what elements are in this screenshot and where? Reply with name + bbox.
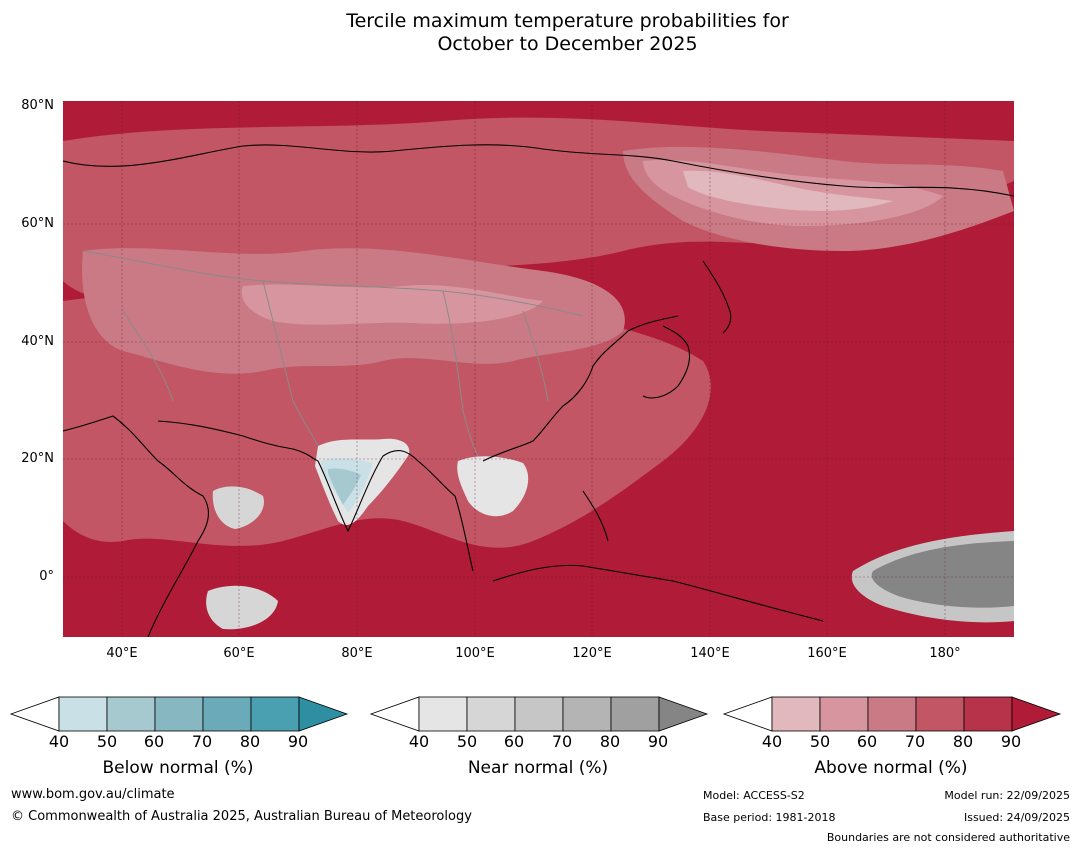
colorbar-swatch [771,696,821,732]
lat-label-60n: 60°N [21,216,54,231]
colorbar-swatch [466,696,516,732]
zone-below-india-core [328,468,361,505]
colorbar-swatch [514,696,564,732]
zone-near-pacific [871,541,1014,608]
lon-label-40e: 40°E [106,646,138,661]
below-tick-40: 40 [48,732,70,751]
above-tick-60: 60 [856,732,878,751]
near-normal-label: Near normal (%) [467,758,609,778]
below-tick-70: 70 [191,732,213,751]
model-text: Model: ACCESS-S2 [703,789,805,802]
above-normal-label: Above normal (%) [814,758,968,778]
zone-near-indian-ocean [206,585,278,630]
near-tick-90: 90 [647,732,669,751]
colorbar-swatch [562,696,612,732]
colorbar-below-swatches [10,696,349,732]
lat-label-0: 0° [39,569,54,584]
near-tick-80: 80 [599,732,621,751]
below-tick-80: 80 [239,732,261,751]
model-run-text: Model run: 22/09/2025 [944,789,1070,802]
coastlines [63,144,1014,637]
lat-label-20n: 20°N [21,451,54,466]
lon-label-160e: 160°E [807,646,847,661]
near-tick-70: 70 [551,732,573,751]
colorbar-swatch [658,696,709,732]
colorbar-swatch [915,696,965,732]
near-tick-60: 60 [503,732,525,751]
lat-label-40n: 40°N [21,334,54,349]
below-tick-90: 90 [287,732,309,751]
above-tick-90: 90 [1000,732,1022,751]
bom-climate-link[interactable]: www.bom.gov.au/climate [11,787,175,802]
country-boundaries [82,250,584,457]
lon-label-60e: 60°E [223,646,255,661]
lon-label-100e: 100°E [455,646,495,661]
zone-above-50-central [241,284,543,325]
title-line-2: October to December 2025 [437,33,698,55]
issued-text: Issued: 24/09/2025 [963,811,1070,824]
above-tick-70: 70 [904,732,926,751]
lon-label-140e: 140°E [690,646,730,661]
zone-above-40-siberia [683,170,893,211]
colorbar-swatch [418,696,468,732]
colorbar-swatch [610,696,660,732]
colorbar-swatch [154,696,204,732]
colorbar-swatch [202,696,252,732]
colorbar-near-normal [370,696,710,786]
disclaimer-text: Boundaries are not considered authoritat… [826,831,1070,844]
above-tick-80: 80 [952,732,974,751]
above-tick-50: 50 [809,732,831,751]
colorbar-swatch [867,696,917,732]
base-period-text: Base period: 1981-2018 [703,811,836,824]
colorbar-swatch [1011,696,1062,732]
map-canvas [63,101,1014,637]
below-tick-50: 50 [96,732,118,751]
colorbar-below-normal [10,696,350,786]
colorbar-near-swatches [370,696,709,732]
colorbar-swatch [723,696,773,732]
lon-label-180: 180° [929,646,961,661]
above-tick-40: 40 [761,732,783,751]
near-tick-40: 40 [408,732,430,751]
colorbar-above-swatches [723,696,1062,732]
zone-near-africa [212,486,264,529]
colorbar-above-normal [723,696,1063,786]
colorbar-swatch [370,696,420,732]
colorbar-swatch [10,696,60,732]
chart-title: Tercile maximum temperature probabilitie… [0,10,1081,56]
below-normal-label: Below normal (%) [102,758,254,778]
lon-label-120e: 120°E [572,646,612,661]
copyright-text: © Commonwealth of Australia 2025, Austra… [11,809,472,824]
colorbar-swatch [298,696,349,732]
colorbar-swatch [58,696,108,732]
lon-label-80e: 80°E [341,646,373,661]
title-line-1: Tercile maximum temperature probabilitie… [346,10,789,32]
probability-map[interactable] [63,101,1014,637]
colorbar-swatch [250,696,300,732]
near-tick-50: 50 [456,732,478,751]
graticule [63,101,1014,637]
below-tick-60: 60 [143,732,165,751]
lat-label-80n: 80°N [21,98,54,113]
colorbar-swatch [963,696,1013,732]
colorbar-swatch [819,696,869,732]
colorbar-swatch [106,696,156,732]
